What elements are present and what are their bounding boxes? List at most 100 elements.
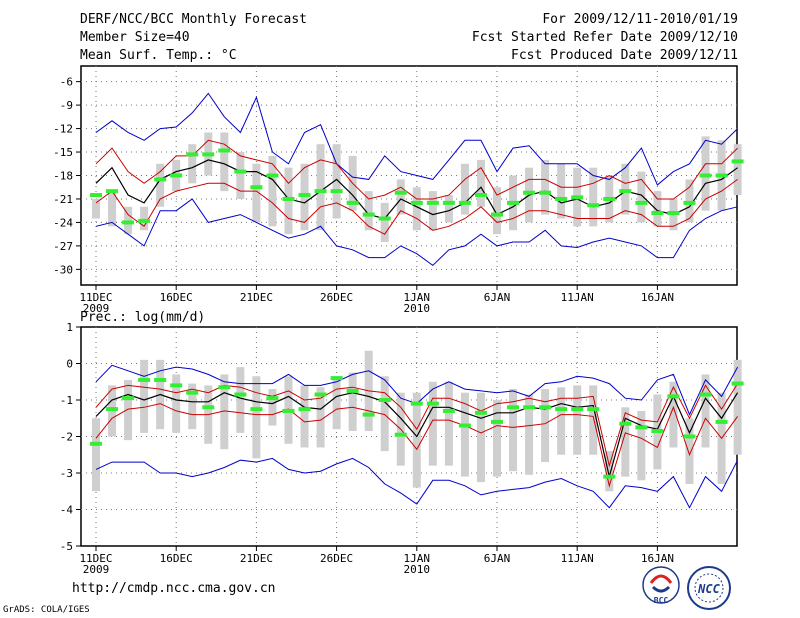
prec-ytick-label: 0 [66, 358, 73, 371]
prec-xtick-label: 1JAN [404, 552, 431, 565]
temp-spread-box [460, 163, 469, 215]
bcc-logo-text: BCC [654, 596, 669, 605]
prec-observed-marker [122, 396, 135, 401]
member-size: Member Size=40 [80, 30, 190, 45]
temp-ytick-label: -24 [53, 216, 73, 229]
prec-spread-box [509, 389, 518, 472]
temp-lower-quartile-line [95, 178, 738, 235]
prec-spread-box [637, 410, 646, 481]
prec-spread-box [332, 379, 341, 430]
prec-spread-box [476, 392, 485, 483]
temp-observed-marker [715, 173, 728, 178]
temp-observed-marker [523, 190, 536, 195]
prec-observed-marker [458, 423, 471, 428]
prec-upper-quartile-line [95, 383, 739, 468]
prec-observed-marker [635, 425, 648, 430]
temp-spread-box [428, 191, 437, 231]
prec-spread-box [172, 374, 181, 433]
prec-spread-box [444, 381, 453, 466]
prec-observed-marker [571, 407, 584, 412]
temp-observed-marker [90, 193, 102, 198]
prec-observed-marker [442, 408, 455, 413]
prec-ytick-label: -5 [60, 540, 73, 553]
temp-upper-quartile-line [95, 139, 738, 200]
temp-ytick-label: -30 [53, 263, 73, 276]
temp-xtick-label: 11JAN [561, 291, 594, 304]
temp-observed-marker [154, 177, 167, 182]
prec-observed-marker [651, 429, 664, 434]
variable-label: Mean Surf. Temp.: °C [80, 48, 237, 63]
prec-spread-box [92, 418, 100, 492]
prec-spread-box [460, 392, 469, 477]
temp-observed-marker [619, 189, 632, 194]
prec-observed-marker [106, 407, 119, 412]
temp-observed-marker [234, 169, 247, 174]
temp-ytick-label: -6 [60, 76, 73, 89]
temp-observed-marker [683, 200, 696, 205]
prec-observed-marker [474, 410, 487, 415]
temp-xtick-label: 6JAN [484, 291, 511, 304]
prec-observed-marker [282, 408, 295, 413]
temp-spread-box [733, 144, 742, 196]
temp-observed-marker [346, 200, 359, 205]
prec-observed-marker [715, 419, 728, 424]
temp-spread-box [396, 179, 405, 215]
temp-spread-box [316, 144, 325, 231]
temp-spread-box [364, 191, 373, 231]
precip-label: Prec.: log(mm/d) [80, 310, 206, 325]
bcc-logo: BCC [642, 566, 680, 605]
prec-observed-marker [410, 401, 423, 406]
temp-ytick-label: -21 [53, 193, 73, 206]
temp-spread-box [108, 191, 117, 227]
prec-xtick-label: 11JAN [561, 552, 594, 565]
temp-xtick-year: 2010 [404, 302, 431, 315]
temp-observed-marker [555, 196, 568, 201]
prec-observed-marker [378, 398, 391, 402]
start-date: Fcst Started Refer Date 2009/12/10 [471, 30, 738, 45]
temp-observed-marker [474, 193, 487, 198]
prec-spread-box [573, 385, 582, 455]
prec-spread-box [701, 374, 710, 448]
temp-spread-box [236, 152, 245, 199]
temp-observed-marker [571, 195, 584, 200]
temp-observed-marker [651, 211, 664, 216]
prec-xtick-label: 16DEC [160, 552, 193, 565]
temp-spread-box [140, 206, 149, 231]
temp-ytick-label: -27 [53, 240, 73, 253]
prec-spread-box [300, 385, 309, 448]
temp-min-line [95, 198, 738, 267]
temp-spread-box [412, 187, 421, 231]
prec-xtick-year: 2010 [404, 563, 431, 576]
temp-observed-marker [218, 148, 231, 153]
prec-observed-marker [170, 383, 183, 388]
temp-ytick-label: -12 [53, 123, 73, 136]
prec-min-line [95, 457, 739, 509]
prec-observed-marker [619, 421, 632, 426]
prec-observed-marker [218, 385, 231, 390]
temp-xtick-label: 21DEC [240, 291, 273, 304]
prec-ytick-label: -3 [60, 467, 73, 480]
temp-observed-marker [603, 196, 616, 201]
prec-spread-box [541, 389, 550, 463]
temp-observed-marker [410, 200, 423, 205]
prec-spread-box [589, 385, 598, 455]
produced-date: Fcst Produced Date 2009/12/11 [511, 48, 738, 63]
temp-spread-box [476, 159, 485, 207]
temp-observed-marker [330, 189, 343, 194]
temp-ytick-label: -18 [53, 170, 73, 183]
prec-spread-box [316, 387, 325, 448]
prec-observed-marker [298, 407, 311, 412]
prec-spread-box [685, 418, 694, 484]
prec-observed-marker [539, 405, 552, 410]
prec-observed-marker [186, 390, 199, 395]
temp-observed-marker [667, 211, 680, 216]
temp-observed-marker [250, 185, 263, 190]
temp-observed-marker [186, 152, 199, 157]
temp-spread-box [332, 144, 341, 219]
prec-observed-marker [426, 401, 439, 406]
temp-observed-marker [426, 200, 439, 205]
temp-observed-marker [282, 196, 295, 201]
temp-observed-marker [362, 212, 375, 217]
